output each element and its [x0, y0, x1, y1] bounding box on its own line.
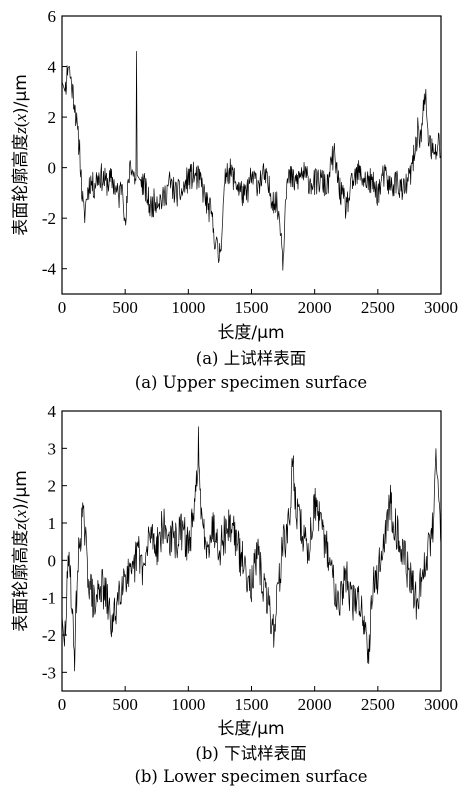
lower-x-tick-label: 500: [112, 695, 138, 714]
lower-x-tick-label: 2500: [361, 695, 395, 714]
upper-axis-ticks: 0 500 1000 1500 2000 2500 3000 -4 -2 0 2 4 6: [42, 7, 458, 317]
upper-y-tick-label: 4: [48, 58, 57, 77]
upper-x-tick-label: 0: [58, 298, 67, 317]
upper-x-tick-label: 1000: [171, 298, 205, 317]
lower-y-tick-label: -3: [42, 663, 56, 682]
upper-caption-cn: (a) 上试样表面: [196, 349, 306, 368]
upper-x-tick-label: 3000: [424, 298, 458, 317]
lower-caption-cn: (b) 下试样表面: [195, 744, 306, 763]
lower-x-axis-title: 长度/μm: [217, 719, 284, 739]
lower-surface-profile-line: [61, 426, 442, 672]
lower-x-tick-label: 0: [58, 695, 67, 714]
lower-axis-ticks: 0 500 1000 1500 2000 2500 3000 -3 -2 -1 0 1 2 3 4: [42, 402, 458, 714]
upper-x-tick-label: 2500: [361, 298, 395, 317]
lower-y-tick-label: 4: [48, 402, 57, 421]
lower-x-tick-label: 1500: [235, 695, 269, 714]
upper-caption-en: (a) Upper specimen surface: [135, 373, 367, 392]
lower-y-axis-title: 表面轮廓高度z(x)/μm: [11, 470, 31, 632]
lower-y-tick-label: -2: [42, 626, 56, 645]
upper-y-tick-label: -4: [42, 260, 57, 279]
upper-x-tick-label: 500: [112, 298, 138, 317]
upper-x-tick-label: 2000: [298, 298, 332, 317]
upper-x-tick-label: 1500: [235, 298, 269, 317]
lower-x-tick-label: 3000: [424, 695, 458, 714]
upper-y-tick-label: -2: [42, 209, 56, 228]
panel-lower-specimen: 0 500 1000 1500 2000 2500 3000 -3 -2 -1 0 1 2 3 4 表面轮廓…: [11, 402, 458, 786]
upper-y-tick-label: 0: [48, 159, 57, 178]
lower-y-tick-label: -1: [42, 589, 56, 608]
lower-y-tick-label: 0: [48, 551, 57, 570]
lower-y-tick-label: 2: [48, 477, 57, 496]
lower-y-tick-label: 3: [48, 439, 57, 458]
upper-y-tick-label: 2: [48, 108, 57, 127]
upper-plot-frame: [61, 15, 442, 295]
lower-caption-en: (b) Lower specimen surface: [134, 767, 367, 786]
panel-upper-specimen: 0 500 1000 1500 2000 2500 3000 -4 -2 0 2 4 6 表面轮廓高度z…: [11, 7, 458, 392]
lower-y-tick-label: 1: [48, 514, 57, 533]
lower-x-tick-label: 1000: [171, 695, 205, 714]
upper-y-tick-label: 6: [48, 7, 57, 26]
upper-x-axis-title: 长度/μm: [217, 323, 284, 343]
lower-x-tick-label: 2000: [298, 695, 332, 714]
upper-y-axis-title: 表面轮廓高度z(x)/μm: [11, 74, 31, 236]
upper-surface-profile-line: [61, 51, 442, 271]
